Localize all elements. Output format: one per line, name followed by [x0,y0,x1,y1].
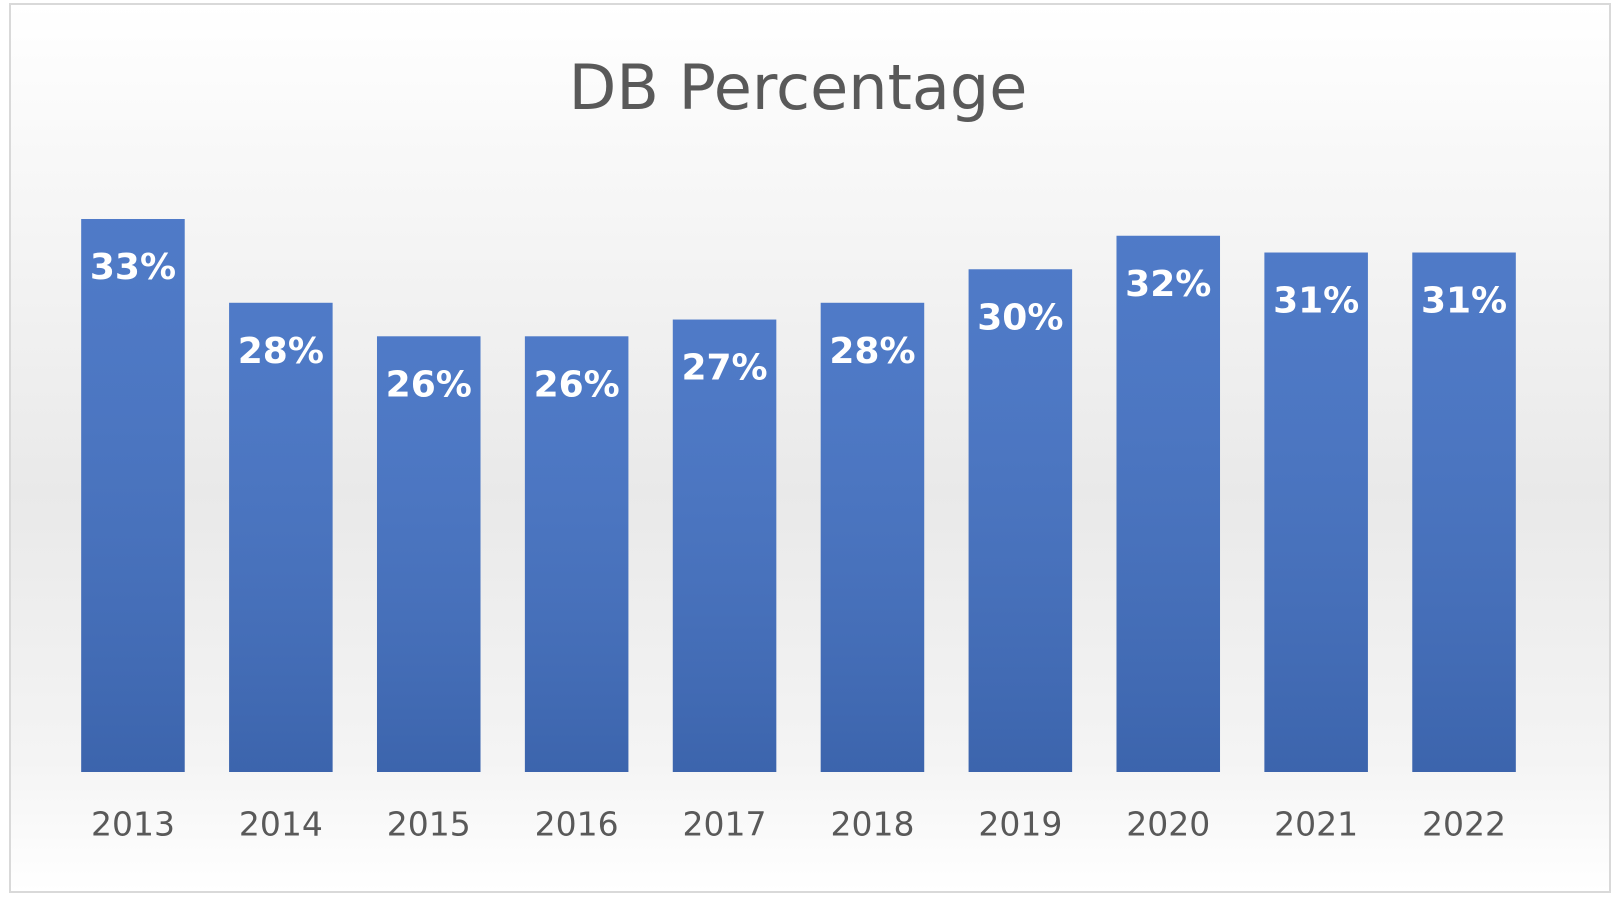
data-label: 31% [1421,281,1507,322]
data-label: 31% [1273,281,1359,322]
data-label: 30% [977,297,1063,338]
x-tick-label: 2020 [1126,805,1210,844]
bar [820,302,925,772]
data-label: 33% [90,247,176,288]
x-tick-label: 2015 [387,805,471,844]
bar [1264,252,1368,773]
x-tick-label: 2014 [239,805,323,844]
bar [81,219,185,772]
x-tick-label: 2013 [91,805,175,844]
bar [1412,252,1516,773]
data-label: 26% [534,364,620,405]
bar [1116,235,1221,772]
bar [968,269,1073,772]
x-tick-label: 2022 [1422,805,1506,844]
x-tick-label: 2021 [1274,805,1358,844]
x-tick-label: 2019 [978,805,1062,844]
data-label: 28% [829,331,915,372]
data-label: 26% [386,364,472,405]
data-label: 27% [681,348,767,389]
x-tick-label: 2018 [830,805,914,844]
chart-title: DB Percentage [569,51,1028,124]
data-label: 32% [1125,264,1211,305]
bar [229,302,333,772]
data-label: 28% [238,331,324,372]
x-tick-label: 2016 [535,805,619,844]
x-tick-label: 2017 [683,805,767,844]
